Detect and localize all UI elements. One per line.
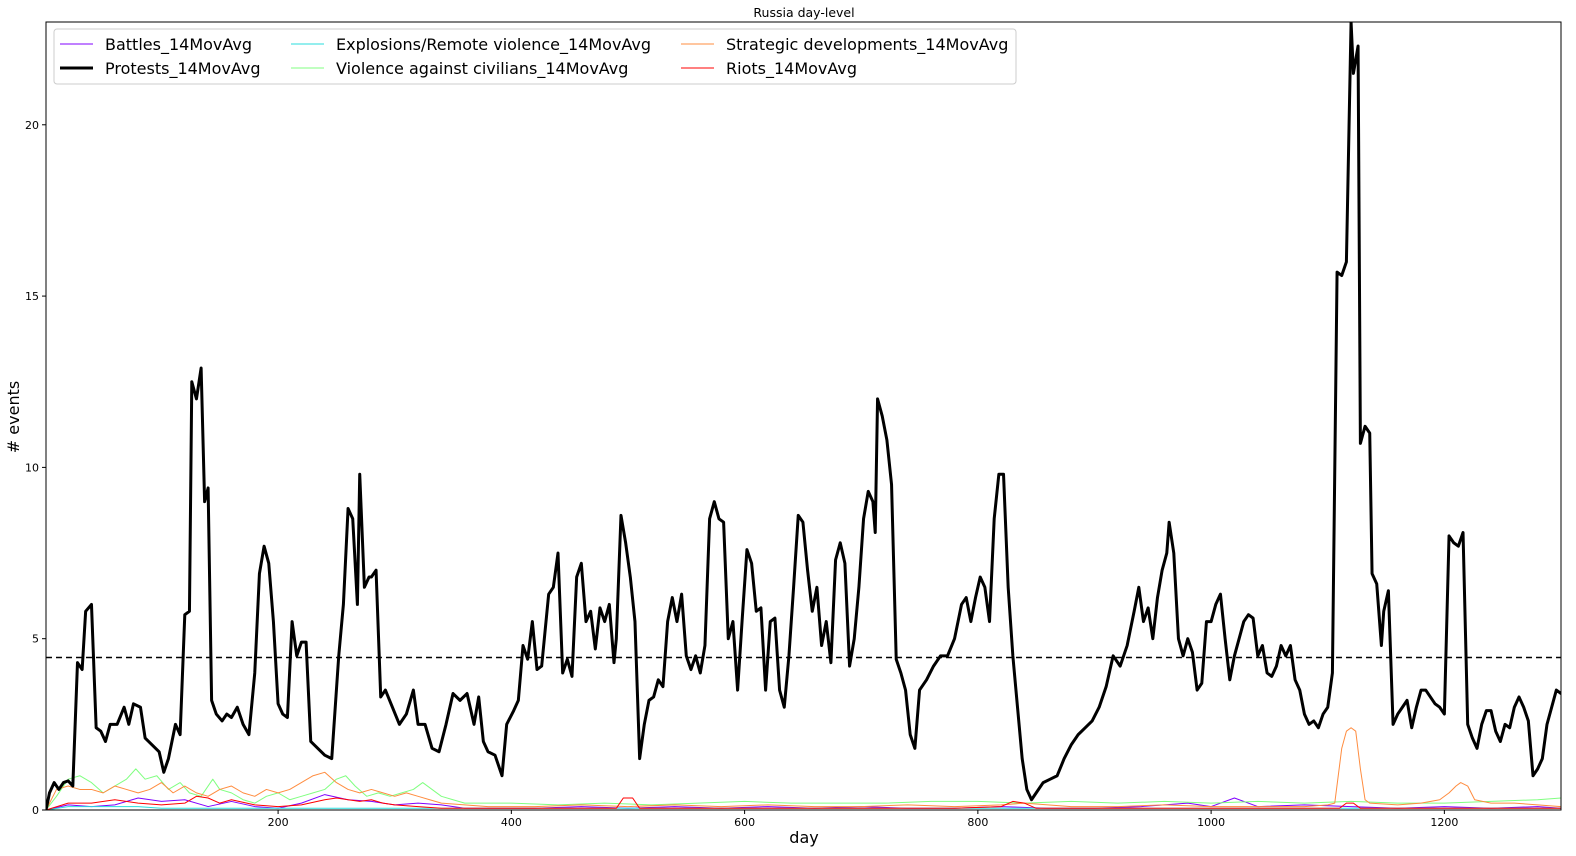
y-tick-label: 20 [25,119,39,132]
y-tick-label: 5 [32,633,39,646]
y-axis-label: # events [4,381,23,453]
y-axis-ticks: 0 5 10 15 20 [25,119,46,817]
plot-frame [45,21,1562,811]
series-line-1 [46,22,1561,810]
y-tick-label: 0 [32,804,39,817]
x-tick-label: 1000 [1197,816,1225,829]
x-axis-ticks: 200 400 600 800 1000 1200 [268,810,1458,829]
chart-title: Russia day-level [753,5,854,20]
x-tick-label: 400 [501,816,522,829]
series-line-4 [46,727,1561,810]
series-layer [46,22,1561,810]
legend-label-1: Protests_14MovAvg [105,59,261,79]
x-axis-label: day [789,828,818,847]
x-tick-label: 600 [734,816,755,829]
legend-label-4: Strategic developments_14MovAvg [726,35,1008,55]
legend-box [53,28,1017,85]
series-line-5 [46,795,1561,810]
x-tick-label: 1200 [1430,816,1458,829]
legend: Battles_14MovAvg Protests_14MovAvg Explosi… [53,28,1017,85]
legend-label-2: Explosions/Remote violence_14MovAvg [336,35,651,55]
x-tick-label: 800 [967,816,988,829]
legend-label-0: Battles_14MovAvg [105,35,252,55]
series-line-3 [46,768,1561,810]
y-tick-label: 15 [25,290,39,303]
y-tick-label: 10 [25,461,39,474]
legend-label-5: Riots_14MovAvg [726,59,857,79]
legend-label-3: Violence against civilians_14MovAvg [336,59,628,79]
x-tick-label: 200 [268,816,289,829]
